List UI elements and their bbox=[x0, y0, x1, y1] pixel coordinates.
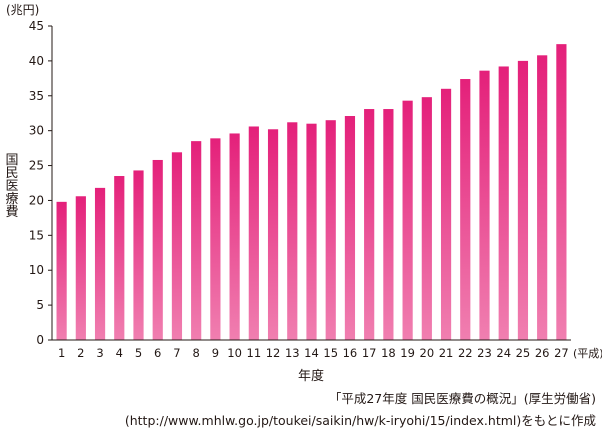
x-tick-label: 16 bbox=[343, 346, 358, 360]
y-tick-label: 40 bbox=[29, 54, 44, 68]
bar-11 bbox=[248, 126, 259, 340]
x-tick-label: 6 bbox=[154, 346, 161, 360]
x-tick-label: 21 bbox=[439, 346, 454, 360]
x-tick-label: 12 bbox=[266, 346, 281, 360]
y-tick-label: 5 bbox=[36, 298, 44, 312]
source-title: 「平成27年度 国民医療費の概況」(厚生労働省) bbox=[328, 391, 596, 406]
y-tick-label: 10 bbox=[29, 263, 44, 277]
x-tick-label: 4 bbox=[116, 346, 123, 360]
x-tick-label: 9 bbox=[212, 346, 219, 360]
bar-23 bbox=[479, 70, 490, 340]
bar-22 bbox=[460, 79, 471, 340]
y-tick-label: 20 bbox=[29, 193, 44, 207]
bar-14 bbox=[306, 123, 317, 340]
bar-9 bbox=[210, 138, 221, 340]
bar-17 bbox=[364, 109, 375, 340]
bar-15 bbox=[325, 120, 336, 340]
x-axis-unit: (平成) bbox=[573, 347, 602, 360]
x-tick-label: 8 bbox=[193, 346, 200, 360]
bar-1 bbox=[56, 201, 67, 340]
x-tick-label: 11 bbox=[247, 346, 262, 360]
y-tick-label: 25 bbox=[29, 159, 44, 173]
y-tick-label: 45 bbox=[29, 19, 44, 33]
y-axis-label: 国民医療費 bbox=[3, 153, 19, 218]
x-tick-label: 10 bbox=[227, 346, 242, 360]
x-tick-label: 24 bbox=[496, 346, 511, 360]
y-tick-label: 15 bbox=[29, 228, 44, 242]
bar-12 bbox=[267, 129, 279, 340]
source-url: (http://www.mhlw.go.jp/toukei/saikin/hw/… bbox=[124, 413, 596, 428]
y-tick-label: 30 bbox=[29, 124, 44, 138]
bar-18 bbox=[383, 109, 394, 340]
bar-19 bbox=[402, 100, 413, 340]
bar-20 bbox=[421, 97, 432, 340]
bar-5 bbox=[133, 170, 144, 340]
x-tick-label: 17 bbox=[362, 346, 377, 360]
x-tick-label: 3 bbox=[96, 346, 103, 360]
bar-21 bbox=[440, 88, 452, 340]
y-tick-label: 35 bbox=[29, 89, 44, 103]
bar-27 bbox=[556, 44, 567, 340]
y-axis-unit: (兆円) bbox=[6, 3, 39, 17]
x-tick-label: 23 bbox=[477, 346, 492, 360]
bar-26 bbox=[537, 55, 548, 341]
x-axis-label: 年度 bbox=[298, 368, 324, 384]
bar-16 bbox=[344, 116, 356, 340]
x-tick-label: 18 bbox=[381, 346, 396, 360]
bar-8 bbox=[191, 141, 202, 340]
x-tick-label: 2 bbox=[77, 346, 84, 360]
bar-6 bbox=[152, 159, 163, 340]
x-tick-label: 14 bbox=[304, 346, 319, 360]
x-tick-label: 22 bbox=[458, 346, 473, 360]
bar-3 bbox=[94, 187, 106, 340]
x-tick-label: 5 bbox=[135, 346, 142, 360]
x-tick-label: 26 bbox=[535, 346, 550, 360]
x-tick-label: 19 bbox=[400, 346, 415, 360]
x-tick-label: 1 bbox=[58, 346, 65, 360]
bar-2 bbox=[75, 196, 86, 340]
y-tick-label: 0 bbox=[36, 333, 44, 347]
x-tick-label: 13 bbox=[285, 346, 300, 360]
x-tick-label: 7 bbox=[173, 346, 180, 360]
bar-10 bbox=[229, 133, 240, 340]
bar-13 bbox=[287, 122, 298, 340]
bar-24 bbox=[498, 66, 509, 340]
bar-4 bbox=[114, 176, 125, 340]
x-tick-label: 27 bbox=[554, 346, 569, 360]
bar-25 bbox=[517, 60, 529, 340]
x-tick-label: 15 bbox=[323, 346, 338, 360]
bar-7 bbox=[171, 152, 183, 340]
x-tick-label: 25 bbox=[516, 346, 531, 360]
x-tick-label: 20 bbox=[420, 346, 435, 360]
